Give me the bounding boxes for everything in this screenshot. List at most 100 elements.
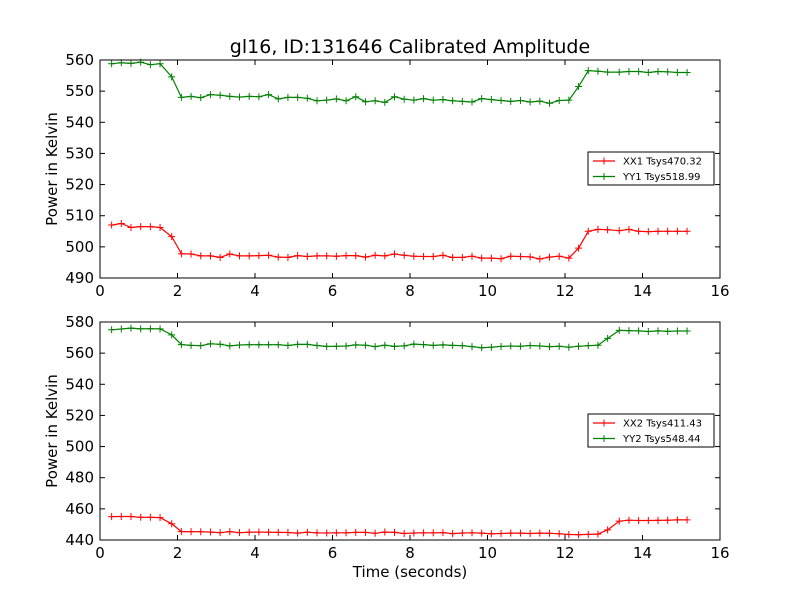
data-point xyxy=(594,225,602,233)
data-point xyxy=(673,227,681,235)
data-point xyxy=(458,529,466,537)
data-point xyxy=(487,530,495,538)
data-point xyxy=(284,342,292,350)
data-point xyxy=(265,91,273,99)
data-point xyxy=(478,529,486,537)
data-point xyxy=(168,73,176,81)
data-point xyxy=(536,255,544,263)
data-point xyxy=(226,92,234,100)
data-point xyxy=(391,342,398,350)
data-point xyxy=(226,528,234,536)
data-point xyxy=(352,93,360,101)
legend-marker xyxy=(600,173,608,180)
data-point xyxy=(429,341,437,349)
series-1-1 xyxy=(108,220,691,263)
data-point xyxy=(594,341,602,349)
x-tick-label: 12 xyxy=(555,544,574,562)
series-line xyxy=(111,222,688,260)
data-point xyxy=(352,341,360,349)
x-tick-label: 2 xyxy=(173,282,183,300)
x-tick-label: 14 xyxy=(633,544,652,562)
x-tick-label: 16 xyxy=(710,282,729,300)
data-point xyxy=(497,342,505,350)
y-tick-label: 540 xyxy=(65,113,94,131)
data-point xyxy=(516,342,524,350)
data-point xyxy=(156,514,164,522)
data-point xyxy=(108,60,116,68)
data-point xyxy=(265,341,273,349)
data-point xyxy=(303,94,311,102)
y-tick-label: 550 xyxy=(65,82,94,100)
data-point xyxy=(546,253,553,261)
data-point xyxy=(342,252,350,260)
data-point xyxy=(168,331,176,339)
data-point xyxy=(410,252,418,260)
x-tick-label: 6 xyxy=(328,544,338,562)
x-tick-label: 14 xyxy=(633,282,652,300)
data-point xyxy=(323,96,331,104)
data-point xyxy=(507,342,515,350)
data-point xyxy=(371,251,379,259)
data-point xyxy=(575,244,583,252)
legend-label: YY1 Tsys518.99 xyxy=(622,172,701,183)
data-point xyxy=(332,95,340,103)
data-point xyxy=(206,252,214,260)
data-point xyxy=(468,252,476,260)
x-axis-label: Time (seconds) xyxy=(352,563,468,581)
data-point xyxy=(342,529,350,537)
data-point xyxy=(654,68,662,76)
data-point xyxy=(654,327,662,335)
legend-marker xyxy=(600,157,608,165)
data-point xyxy=(507,529,515,537)
data-point xyxy=(274,95,282,103)
data-point xyxy=(168,520,176,528)
data-point xyxy=(487,343,495,351)
data-point xyxy=(449,97,457,105)
x-tick-label: 0 xyxy=(95,282,105,300)
data-point xyxy=(197,252,205,260)
data-point xyxy=(137,513,145,521)
data-point xyxy=(478,254,486,262)
x-tick-label: 8 xyxy=(405,544,415,562)
x-tick-label: 12 xyxy=(555,282,574,300)
x-tick-label: 6 xyxy=(328,282,338,300)
data-point xyxy=(429,529,437,537)
data-point xyxy=(604,334,612,342)
data-point xyxy=(236,529,243,537)
data-point xyxy=(478,344,486,352)
data-point xyxy=(458,253,466,261)
data-point xyxy=(381,252,389,260)
data-point xyxy=(371,97,379,105)
data-point xyxy=(303,340,311,348)
data-point xyxy=(187,92,195,100)
data-point xyxy=(565,96,573,104)
legend-marker xyxy=(600,435,608,442)
data-point xyxy=(117,512,125,520)
x-tick-label: 10 xyxy=(478,544,497,562)
data-point xyxy=(410,96,418,104)
legend-label: YY2 Tsys548.44 xyxy=(622,434,701,445)
data-point xyxy=(137,223,145,231)
data-point xyxy=(400,342,408,350)
x-tick-label: 4 xyxy=(250,544,260,562)
data-point xyxy=(420,529,428,537)
data-point xyxy=(146,223,154,231)
data-point xyxy=(274,341,282,349)
legend-label: XX1 Tsys470.32 xyxy=(623,157,702,168)
data-point xyxy=(156,60,164,68)
data-point xyxy=(594,530,602,538)
data-point xyxy=(381,98,389,106)
data-point xyxy=(313,252,321,260)
data-point xyxy=(458,97,466,105)
data-point xyxy=(615,227,623,235)
data-point xyxy=(635,327,643,335)
data-point xyxy=(303,253,311,261)
data-point xyxy=(683,516,691,524)
data-point xyxy=(156,224,164,232)
data-point xyxy=(177,250,185,258)
data-point xyxy=(565,254,573,262)
data-point xyxy=(323,252,331,260)
legend: XX1 Tsys470.32 YY1 Tsys518.99 xyxy=(587,151,715,186)
x-tick-label: 8 xyxy=(405,282,415,300)
y-tick-label: 530 xyxy=(65,144,94,162)
